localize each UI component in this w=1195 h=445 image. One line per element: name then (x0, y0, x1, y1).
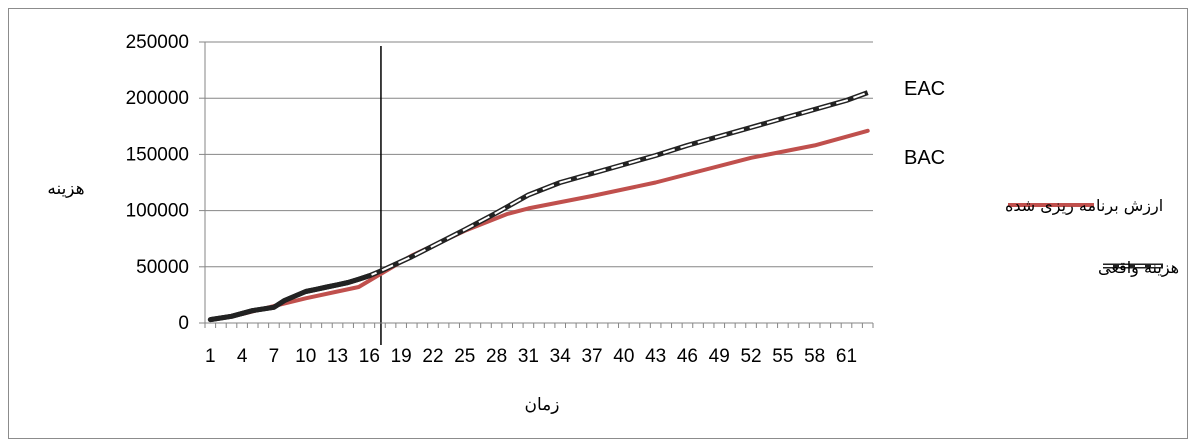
x-tick-label-49: 49 (709, 346, 730, 367)
x-tick-label-46: 46 (677, 346, 698, 367)
y-tick-label-200000: 200000 (126, 88, 189, 109)
x-tick-label-31: 31 (518, 346, 539, 367)
y-tick-label-100000: 100000 (126, 201, 189, 222)
series-actual (207, 90, 869, 323)
legend-label-planned: ارزش برنامه ریزی شده (1005, 196, 1163, 216)
gridlines (205, 41, 873, 268)
x-tick-label-37: 37 (581, 346, 602, 367)
bac-annotation: BAC (904, 147, 945, 169)
y-tick-labels: 0 50000 100000 150000 200000 250000 (126, 32, 189, 334)
x-tick-label-1: 1 (205, 346, 216, 367)
y-tick-label-0: 0 (178, 313, 189, 334)
x-tick-label-61: 61 (836, 346, 857, 367)
series-layer (207, 46, 870, 345)
x-tick-label-43: 43 (645, 346, 666, 367)
x-tick-labels: 1 4 7 10 13 16 19 22 25 28 31 34 37 40 43 46 49 52 55 58 61 (205, 346, 857, 367)
x-tick-label-52: 52 (740, 346, 761, 367)
x-tick-label-19: 19 (391, 346, 412, 367)
x-tick-label-55: 55 (772, 346, 793, 367)
x-tick-label-13: 13 (327, 346, 348, 367)
x-tick-label-40: 40 (613, 346, 634, 367)
axes (199, 41, 874, 328)
eac-annotation: EAC (904, 78, 945, 100)
x-tick-label-7: 7 (269, 346, 280, 367)
x-axis-title: زمان (525, 395, 560, 415)
y-tick-label-50000: 50000 (136, 257, 189, 278)
x-tick-label-10: 10 (295, 346, 316, 367)
x-tick-label-34: 34 (550, 346, 572, 367)
x-tick-label-4: 4 (237, 346, 248, 367)
x-tick-label-25: 25 (454, 346, 475, 367)
x-tick-label-22: 22 (422, 346, 443, 367)
y-tick-label-150000: 150000 (126, 144, 189, 165)
legend-label-actual: هزینه واقعی (1098, 258, 1179, 278)
y-tick-label-250000: 250000 (126, 32, 189, 53)
x-tick-label-28: 28 (486, 346, 507, 367)
y-axis-title: هزینه (47, 179, 84, 199)
x-tick-label-58: 58 (804, 346, 825, 367)
series-actual-to-date (207, 273, 372, 323)
legend: ارزش برنامه ریزی شده هزینه واقعی (1005, 196, 1179, 278)
x-tick-label-16: 16 (359, 346, 380, 367)
